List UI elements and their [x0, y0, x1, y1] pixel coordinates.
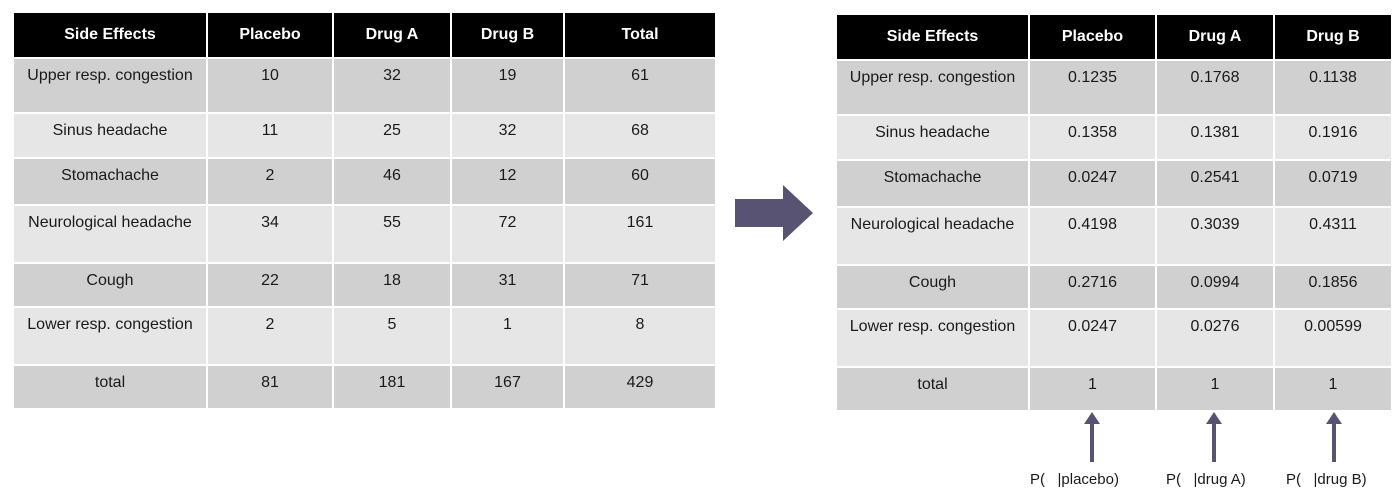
- table-header-row: Side Effects Placebo Drug A Drug B: [835, 13, 1393, 61]
- cell-placebo: 1: [1028, 366, 1157, 412]
- cell-drug-b: 1: [450, 306, 565, 366]
- cell-drug-b: 12: [450, 157, 565, 206]
- counts-table: Side Effects Placebo Drug A Drug B Total…: [12, 11, 717, 410]
- cell-placebo: 0.0247: [1028, 159, 1157, 208]
- cell-side-effect: Sinus headache: [835, 114, 1030, 161]
- header-drug-a: Drug A: [332, 11, 452, 59]
- table-row: Stomachache 2 46 12 60: [12, 157, 717, 206]
- cell-side-effect: total: [12, 364, 208, 410]
- table-header-row: Side Effects Placebo Drug A Drug B Total: [12, 11, 717, 59]
- cell-total: 8: [563, 306, 717, 366]
- table-row-total: total 81 181 167 429: [12, 364, 717, 410]
- cell-drug-a: 0.2541: [1155, 159, 1275, 208]
- cell-drug-a: 181: [332, 364, 452, 410]
- cell-side-effect: total: [835, 366, 1030, 412]
- label-p-given-placebo: P( |placebo): [1030, 471, 1119, 488]
- header-side-effects: Side Effects: [12, 11, 208, 59]
- cell-total: 71: [563, 262, 717, 308]
- up-arrow-icon: [1206, 412, 1222, 462]
- table-row: Cough 0.2716 0.0994 0.1856: [835, 264, 1393, 310]
- cell-drug-a: 32: [332, 57, 452, 114]
- header-side-effects: Side Effects: [835, 13, 1030, 61]
- cell-total: 68: [563, 112, 717, 159]
- up-arrow-icon: [1326, 412, 1342, 462]
- cell-drug-b: 1: [1273, 366, 1393, 412]
- cell-side-effect: Cough: [12, 262, 208, 308]
- right-arrow-icon: [735, 185, 813, 241]
- cell-total: 61: [563, 57, 717, 114]
- cell-side-effect: Lower resp. congestion: [12, 306, 208, 366]
- cell-drug-b: 0.1856: [1273, 264, 1393, 310]
- cell-drug-b: 0.0719: [1273, 159, 1393, 208]
- cell-drug-b: 167: [450, 364, 565, 410]
- cell-placebo: 22: [206, 262, 334, 308]
- cell-side-effect: Neurological headache: [12, 204, 208, 264]
- cell-total: 429: [563, 364, 717, 410]
- cell-total: 161: [563, 204, 717, 264]
- table-row: Upper resp. congestion 10 32 19 61: [12, 57, 717, 114]
- cell-drug-a: 46: [332, 157, 452, 206]
- cell-placebo: 0.4198: [1028, 206, 1157, 266]
- cell-side-effect: Sinus headache: [12, 112, 208, 159]
- cell-placebo: 2: [206, 306, 334, 366]
- header-placebo: Placebo: [1028, 13, 1157, 61]
- cell-placebo: 34: [206, 204, 334, 264]
- cell-drug-a: 0.1381: [1155, 114, 1275, 161]
- cell-drug-b: 0.4311: [1273, 206, 1393, 266]
- header-placebo: Placebo: [206, 11, 334, 59]
- cell-drug-b: 0.1916: [1273, 114, 1393, 161]
- cell-drug-b: 72: [450, 204, 565, 264]
- cell-placebo: 0.1235: [1028, 59, 1157, 116]
- up-arrow-icon: [1084, 412, 1100, 462]
- header-drug-b: Drug B: [450, 11, 565, 59]
- cell-drug-a: 0.1768: [1155, 59, 1275, 116]
- cell-drug-a: 18: [332, 262, 452, 308]
- cell-drug-b: 0.1138: [1273, 59, 1393, 116]
- probability-table: Side Effects Placebo Drug A Drug B Upper…: [835, 13, 1393, 412]
- cell-drug-a: 0.3039: [1155, 206, 1275, 266]
- table-row: Sinus headache 11 25 32 68: [12, 112, 717, 159]
- label-p-given-drug-b: P( |drug B): [1286, 471, 1367, 488]
- cell-placebo: 0.1358: [1028, 114, 1157, 161]
- cell-placebo: 0.0247: [1028, 308, 1157, 368]
- table-row: Neurological headache 34 55 72 161: [12, 204, 717, 264]
- header-drug-a: Drug A: [1155, 13, 1275, 61]
- cell-placebo: 0.2716: [1028, 264, 1157, 310]
- cell-drug-b: 19: [450, 57, 565, 114]
- header-total: Total: [563, 11, 717, 59]
- table-row: Cough 22 18 31 71: [12, 262, 717, 308]
- table-row: Sinus headache 0.1358 0.1381 0.1916: [835, 114, 1393, 161]
- cell-side-effect: Lower resp. congestion: [835, 308, 1030, 368]
- cell-drug-a: 5: [332, 306, 452, 366]
- cell-placebo: 81: [206, 364, 334, 410]
- cell-drug-b: 31: [450, 262, 565, 308]
- table-row: Lower resp. congestion 0.0247 0.0276 0.0…: [835, 308, 1393, 368]
- table-row: Lower resp. congestion 2 5 1 8: [12, 306, 717, 366]
- label-p-given-drug-a: P( |drug A): [1166, 471, 1246, 488]
- header-drug-b: Drug B: [1273, 13, 1393, 61]
- cell-side-effect: Neurological headache: [835, 206, 1030, 266]
- cell-drug-a: 55: [332, 204, 452, 264]
- cell-side-effect: Cough: [835, 264, 1030, 310]
- cell-placebo: 10: [206, 57, 334, 114]
- cell-total: 60: [563, 157, 717, 206]
- table-row: Stomachache 0.0247 0.2541 0.0719: [835, 159, 1393, 208]
- cell-placebo: 2: [206, 157, 334, 206]
- cell-side-effect: Stomachache: [12, 157, 208, 206]
- cell-side-effect: Upper resp. congestion: [835, 59, 1030, 116]
- cell-drug-a: 25: [332, 112, 452, 159]
- cell-side-effect: Stomachache: [835, 159, 1030, 208]
- cell-placebo: 11: [206, 112, 334, 159]
- cell-drug-a: 0.0994: [1155, 264, 1275, 310]
- cell-drug-b: 0.00599: [1273, 308, 1393, 368]
- table-row: Neurological headache 0.4198 0.3039 0.43…: [835, 206, 1393, 266]
- table-row-total: total 1 1 1: [835, 366, 1393, 412]
- cell-drug-a: 0.0276: [1155, 308, 1275, 368]
- cell-side-effect: Upper resp. congestion: [12, 57, 208, 114]
- cell-drug-b: 32: [450, 112, 565, 159]
- cell-drug-a: 1: [1155, 366, 1275, 412]
- table-row: Upper resp. congestion 0.1235 0.1768 0.1…: [835, 59, 1393, 116]
